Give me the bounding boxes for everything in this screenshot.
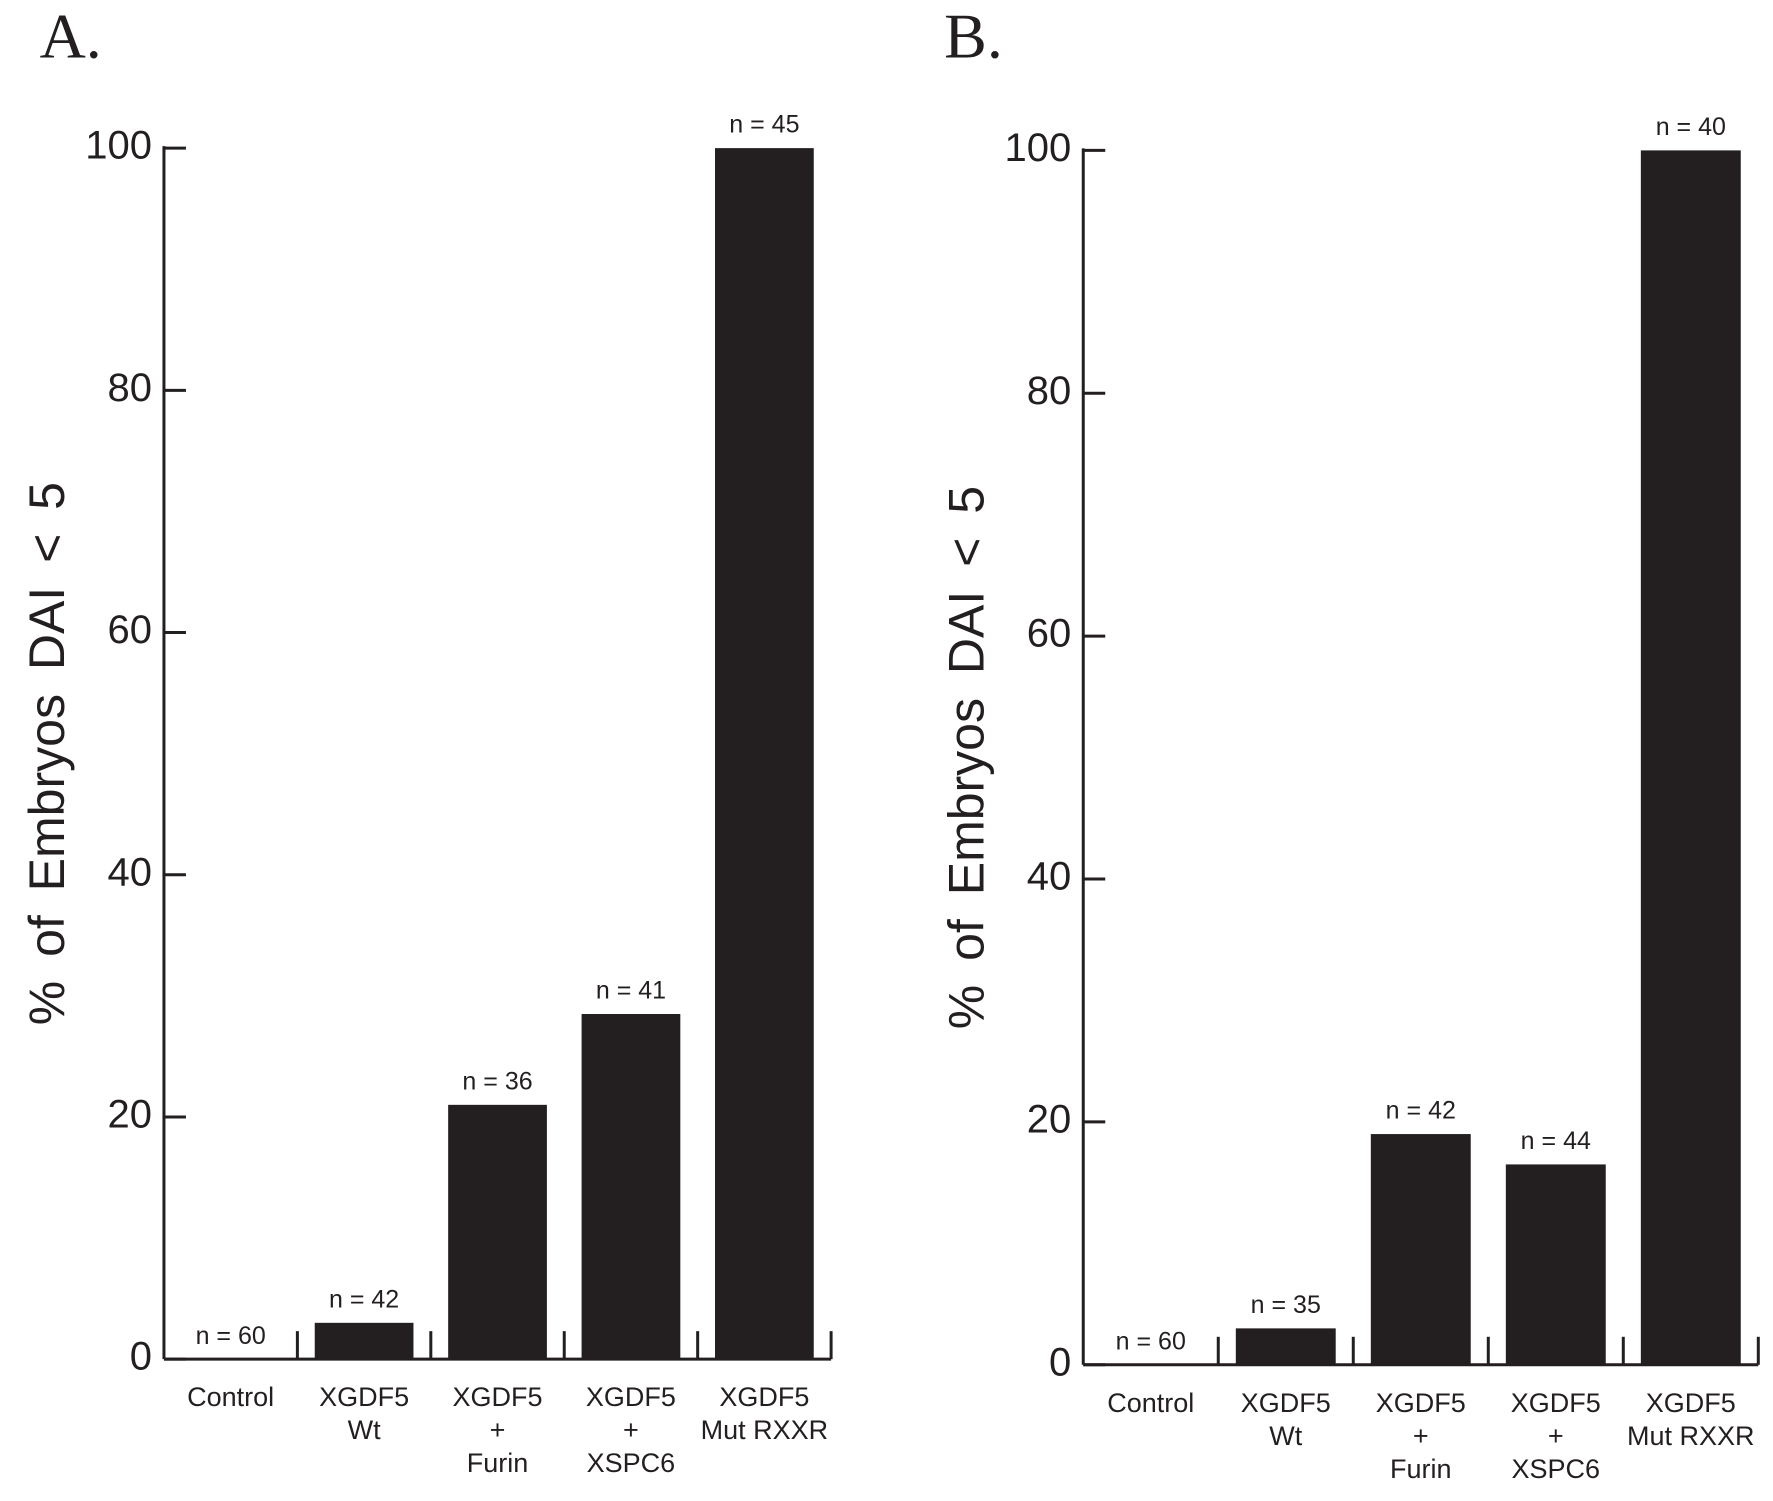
panel-label: A. <box>40 1 102 72</box>
bar-annotation: n = 44 <box>1521 1127 1591 1155</box>
x-tick-label: XGDF5 Wt <box>1240 1387 1331 1451</box>
y-tick-label: 80 <box>107 366 152 410</box>
y-tick-label: 80 <box>1027 369 1072 413</box>
bar-annotation: n = 42 <box>1386 1097 1456 1125</box>
bar <box>1640 150 1741 1365</box>
y-tick-label: 60 <box>107 608 152 652</box>
x-tick-label: XGDF5 + XSPC6 <box>1510 1387 1601 1484</box>
y-tick-label: 60 <box>1027 612 1072 656</box>
bar-annotation: n = 42 <box>329 1285 399 1313</box>
x-tick-label: XGDF5 Wt <box>319 1382 410 1446</box>
bar <box>715 148 814 1360</box>
y-tick-label: 100 <box>1004 126 1071 170</box>
bar <box>448 1104 547 1360</box>
y-tick-label: 40 <box>1027 855 1072 899</box>
bar <box>1505 1164 1606 1365</box>
x-tick-label: XGDF5 + XSPC6 <box>585 1382 676 1479</box>
x-tick-label: XGDF5 Mut RXXR <box>1627 1387 1755 1451</box>
bar <box>314 1322 414 1360</box>
bar-annotation: n = 45 <box>729 111 799 139</box>
y-tick-label: 20 <box>107 1093 152 1137</box>
y-tick-label: 20 <box>1027 1097 1072 1141</box>
bar-annotation: n = 41 <box>596 977 666 1005</box>
bar <box>1235 1328 1336 1365</box>
panel-label: B. <box>944 1 1003 72</box>
bar-annotation: n = 36 <box>462 1067 532 1095</box>
bar-annotation: n = 60 <box>196 1322 266 1350</box>
bar <box>581 1014 681 1360</box>
bar-annotation: n = 35 <box>1251 1291 1321 1319</box>
y-tick-label: 40 <box>107 850 152 894</box>
x-tick-label: Control <box>187 1382 275 1413</box>
x-tick-label: XGDF5 + Furin <box>1375 1387 1466 1484</box>
y-tick-label: 0 <box>130 1335 152 1379</box>
x-tick-label: XGDF5 + Furin <box>452 1382 543 1479</box>
bar <box>1370 1134 1471 1365</box>
bar-annotation: n = 60 <box>1116 1327 1186 1355</box>
x-tick-label: XGDF5 Mut RXXR <box>700 1382 829 1446</box>
y-axis-label: % of Embryos DAI < 5 <box>19 482 75 1025</box>
y-tick-label: 100 <box>85 124 152 168</box>
x-tick-label: Control <box>1107 1387 1195 1418</box>
y-axis-label: % of Embryos DAI < 5 <box>938 486 994 1029</box>
y-tick-label: 0 <box>1049 1340 1071 1384</box>
bar-annotation: n = 40 <box>1656 113 1726 141</box>
